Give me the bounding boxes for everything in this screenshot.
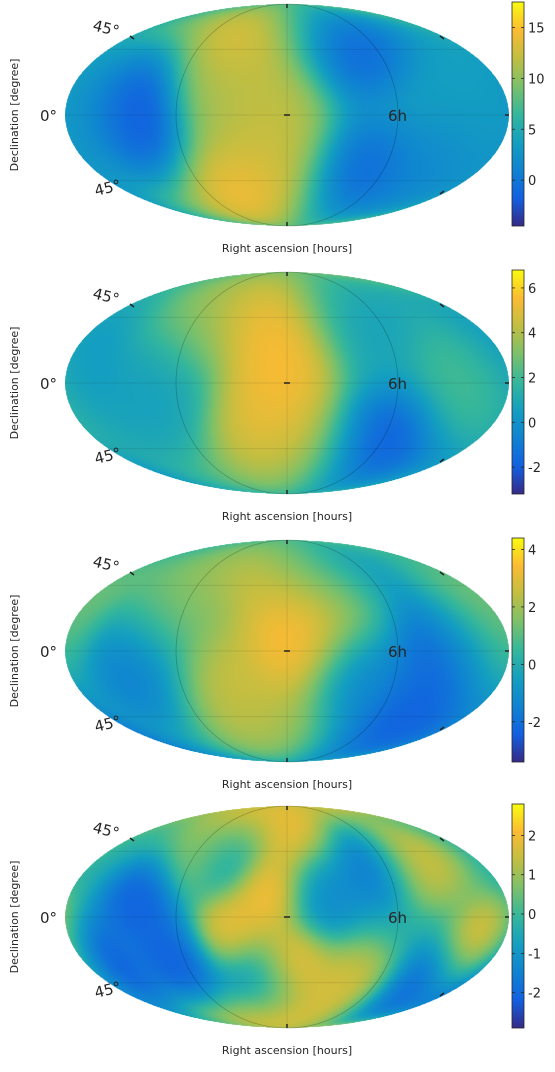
sky-map-svg: 45° 0° 45° 6h Right ascension [hours] Declina… <box>8 269 541 523</box>
sky-map-panel-4: 45° 0° 45° 6h Right ascension [hours] Declina… <box>0 802 555 1068</box>
declination-label-equator: 0° <box>40 909 57 927</box>
x-axis-label: Right ascension [hours] <box>222 1044 352 1057</box>
y-axis-label: Declination [degree] <box>8 59 21 172</box>
colorbar-tick-label: 0 <box>528 908 536 923</box>
declination-label-south: 45° <box>93 978 123 1002</box>
declination-label-north: 45° <box>91 284 121 308</box>
map-tick-marks <box>129 272 509 494</box>
y-axis-label: Declination [degree] <box>8 327 21 440</box>
colorbar-tick-label: -2 <box>528 461 541 476</box>
x-axis-label: Right ascension [hours] <box>222 242 352 255</box>
colorbar-tick-label: 1 <box>528 869 536 884</box>
declination-label-north: 45° <box>91 552 121 576</box>
colorbar-tick-label: 5 <box>528 123 536 138</box>
colorbar-tick-label: -2 <box>528 987 541 1002</box>
colorbar-tick-label: 10 <box>528 72 545 87</box>
ra-label-6h: 6h <box>388 107 407 125</box>
sky-map-panel-1: 45° 0° 45° 6h Right ascension [hours] Declina… <box>0 0 555 266</box>
colorbar-tick-label: 2 <box>528 829 536 844</box>
declination-label-equator: 0° <box>40 107 57 125</box>
colorbar-tick-label: 0 <box>528 658 536 673</box>
ra-label-6h: 6h <box>388 909 407 927</box>
declination-label-north: 45° <box>91 818 121 842</box>
sky-map-panel-3: 45° 0° 45° 6h Right ascension [hours] Declina… <box>0 536 555 802</box>
declination-label-north: 45° <box>91 16 121 40</box>
colorbar-tick-label: 2 <box>528 601 536 616</box>
colorbar <box>511 269 525 495</box>
declination-label-south: 45° <box>93 712 123 736</box>
colorbar <box>511 1 525 227</box>
sky-map-svg: 45° 0° 45° 6h Right ascension [hours] Declina… <box>8 537 541 791</box>
colorbar-tick-label: 6 <box>528 282 536 297</box>
sky-map-svg: 45° 0° 45° 6h Right ascension [hours] Declina… <box>8 1 545 255</box>
map-tick-marks <box>129 540 509 762</box>
x-axis-label: Right ascension [hours] <box>222 778 352 791</box>
colorbar <box>511 803 525 1029</box>
sky-map-svg: 45° 0° 45° 6h Right ascension [hours] Declina… <box>8 803 541 1057</box>
sky-map-panel-2: 45° 0° 45° 6h Right ascension [hours] Declina… <box>0 268 555 534</box>
ra-label-6h: 6h <box>388 375 407 393</box>
map-tick-marks <box>129 4 509 226</box>
declination-label-south: 45° <box>93 176 123 200</box>
colorbar-tick-label: -2 <box>528 716 541 731</box>
colorbar-tick-label: 4 <box>528 327 536 342</box>
colorbar-tick-label: 0 <box>528 174 536 189</box>
y-axis-label: Declination [degree] <box>8 861 21 974</box>
declination-label-equator: 0° <box>40 643 57 661</box>
map-tick-marks <box>129 806 509 1028</box>
colorbar-tick-label: 2 <box>528 372 536 387</box>
colorbar-tick-label: 4 <box>528 543 536 558</box>
colorbar <box>511 537 525 763</box>
ra-label-6h: 6h <box>388 643 407 661</box>
y-axis-label: Declination [degree] <box>8 595 21 708</box>
colorbar-tick-label: 0 <box>528 416 536 431</box>
declination-label-south: 45° <box>93 444 123 468</box>
colorbar-tick-label: -1 <box>528 947 541 962</box>
declination-label-equator: 0° <box>40 375 57 393</box>
colorbar-tick-label: 15 <box>528 21 545 36</box>
x-axis-label: Right ascension [hours] <box>222 510 352 523</box>
